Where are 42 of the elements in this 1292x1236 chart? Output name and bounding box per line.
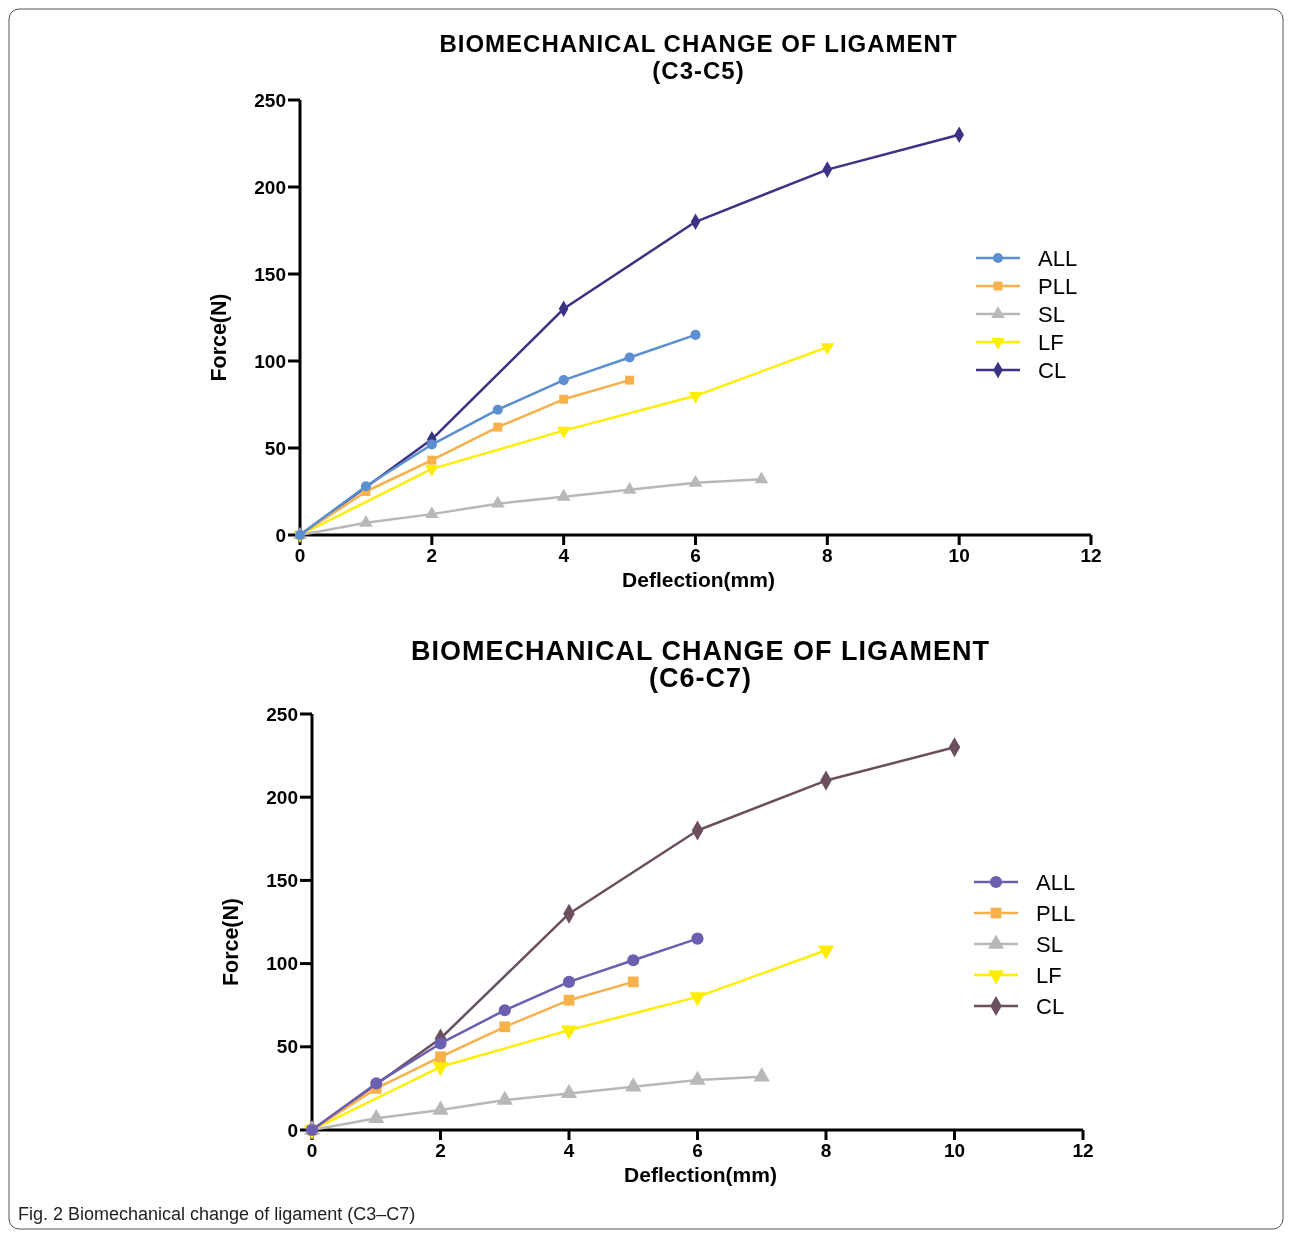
- x-tick-label: 10: [948, 545, 970, 566]
- x-axis-title: Deflection(mm): [624, 1163, 777, 1186]
- y-tick-label: 200: [254, 176, 286, 198]
- legend-label: SL: [1036, 931, 1063, 957]
- x-tick-label: 4: [563, 1140, 575, 1161]
- y-tick-label: 0: [287, 1119, 298, 1141]
- x-tick-label: 2: [435, 1140, 446, 1161]
- x-tick-label: 12: [1072, 1140, 1094, 1161]
- legend-label: ALL: [1038, 245, 1078, 271]
- caption: Fig. 2 Biomechanical change of ligament (C3–C7): [18, 1204, 416, 1224]
- y-tick-label: 150: [254, 263, 286, 285]
- y-tick-label: 50: [264, 437, 286, 459]
- y-axis-title: Force(N): [218, 895, 243, 986]
- x-tick-label: 4: [558, 545, 570, 566]
- legend-label: ALL: [1036, 869, 1076, 895]
- x-tick-label: 6: [692, 1140, 703, 1161]
- x-tick-label: 12: [1080, 545, 1102, 566]
- legend-label: PLL: [1038, 273, 1078, 299]
- x-tick-label: 10: [943, 1140, 966, 1161]
- y-axis-title: Force(N): [206, 291, 231, 382]
- y-tick-label: 100: [254, 350, 286, 372]
- chart-title: BIOMECHANICAL CHANGE OF LIGAMENT (C3-C5): [439, 30, 958, 84]
- y-tick-label: 250: [254, 89, 286, 111]
- legend-label: CL: [1038, 357, 1067, 383]
- y-tick-label: 150: [266, 870, 298, 892]
- y-tick-label: 50: [276, 1036, 298, 1058]
- x-tick-label: 8: [820, 1140, 832, 1161]
- legend-label: SL: [1038, 301, 1065, 327]
- x-tick-label: 2: [426, 545, 438, 566]
- x-axis-title: Deflection(mm): [622, 568, 775, 591]
- legend-label: LF: [1038, 329, 1064, 355]
- y-tick-label: 100: [266, 953, 298, 975]
- legend-label: PLL: [1036, 900, 1076, 926]
- chart-title: BIOMECHANICAL CHANGE OF LIGAMENT (C6-C7): [411, 636, 990, 693]
- y-tick-label: 250: [266, 703, 298, 725]
- legend-label: LF: [1036, 962, 1062, 988]
- x-tick-label: 8: [822, 545, 833, 566]
- x-tick-label: 6: [690, 545, 701, 566]
- legend-label: CL: [1036, 993, 1065, 1019]
- y-tick-label: 200: [266, 786, 298, 808]
- y-tick-label: 0: [275, 524, 286, 546]
- x-tick-label: 0: [306, 1140, 318, 1161]
